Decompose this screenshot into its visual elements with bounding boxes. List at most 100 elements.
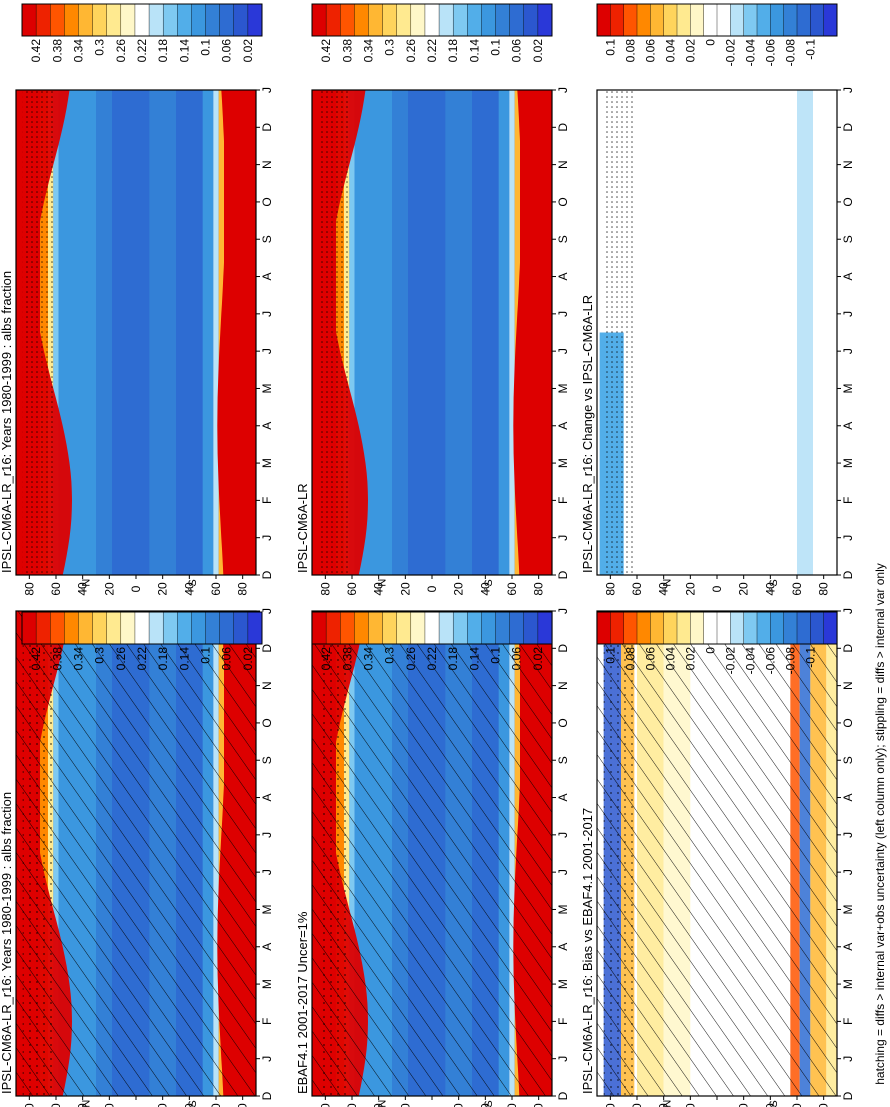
colorbar-swatch bbox=[636, 611, 651, 645]
colorbar-swatch bbox=[690, 611, 705, 645]
colorbar-tick-label: 0.18 bbox=[446, 39, 460, 63]
colorbar-swatch bbox=[64, 3, 79, 37]
colorbar-swatch bbox=[495, 3, 511, 37]
month-tick-label: D bbox=[556, 570, 570, 579]
hemisphere-label: °S bbox=[768, 1100, 780, 1107]
colorbar-swatch bbox=[325, 611, 341, 645]
colorbar-tick-label: 0.08 bbox=[623, 647, 637, 671]
colorbar-tick-label: 0 bbox=[703, 39, 717, 46]
colorbar-swatch bbox=[537, 3, 553, 37]
colorbar-tick-label: 0.1 bbox=[489, 39, 503, 56]
lat-tick-label: 80 bbox=[817, 582, 831, 596]
colorbar-swatch bbox=[106, 3, 122, 37]
colorbar-swatch bbox=[162, 3, 178, 37]
lat-tick-label: 40 bbox=[76, 1103, 90, 1107]
colorbar-swatch bbox=[823, 611, 838, 645]
colorbar-tick-label: 0.06 bbox=[643, 39, 657, 63]
month-tick-label: N bbox=[841, 681, 855, 690]
colorbar-swatch bbox=[770, 3, 785, 37]
month-tick-label: D bbox=[556, 1091, 570, 1100]
month-tick-label: M bbox=[260, 458, 274, 468]
stippling-overlay bbox=[603, 90, 635, 575]
colorbar-tick-label: -0.02 bbox=[723, 647, 737, 675]
colorbar-swatch bbox=[716, 611, 731, 645]
stippling-overlay bbox=[603, 611, 635, 1096]
lat-tick-label: 0 bbox=[129, 585, 143, 592]
colorbar-tick-label: 0.02 bbox=[531, 39, 545, 63]
colorbar-swatch bbox=[690, 3, 705, 37]
colorbar-swatch bbox=[78, 3, 94, 37]
heatmap-panel-right-bottom: IPSL-CM6A-LR_r16: Change vs IPSL-CM6A-LR… bbox=[580, 87, 855, 596]
colorbar-swatch bbox=[523, 3, 539, 37]
lat-tick-label: 20 bbox=[102, 582, 116, 596]
month-tick-label: N bbox=[260, 681, 274, 690]
colorbar-swatch bbox=[354, 611, 369, 645]
colorbar-tick-label: 0.14 bbox=[177, 39, 191, 63]
colorbar-tick-label: 0.18 bbox=[446, 647, 460, 671]
colorbar-swatch bbox=[382, 611, 398, 645]
lat-tick-label: 80 bbox=[817, 1103, 831, 1107]
month-tick-label: A bbox=[841, 943, 855, 951]
lat-tick-label: 20 bbox=[737, 1103, 751, 1107]
month-tick-label: M bbox=[556, 979, 570, 989]
colorbar-left-top: 0.42 0.38 0.34 0.3 0.26 0.22 0.18 0.14 0.1 0.06 0.… bbox=[21, 611, 263, 671]
colorbar-tick-label: 0.42 bbox=[29, 39, 43, 63]
month-tick-label: J bbox=[260, 87, 274, 93]
colorbar-swatch bbox=[610, 611, 625, 645]
month-tick-label: O bbox=[841, 718, 855, 727]
colorbar-swatch bbox=[438, 3, 454, 37]
colorbar-tick-label: 0.34 bbox=[361, 39, 375, 63]
month-tick-label: J bbox=[841, 535, 855, 541]
month-tick-label: M bbox=[841, 383, 855, 393]
colorbar-swatch bbox=[756, 3, 771, 37]
colorbar-swatch bbox=[452, 611, 468, 645]
colorbar-swatch bbox=[623, 3, 638, 37]
lat-tick-label: 40 bbox=[657, 582, 671, 596]
lat-tick-label: 20 bbox=[398, 582, 412, 596]
panel-title: EBAF4.1 2001-2017 Uncer=1% bbox=[295, 911, 310, 1094]
colorbar-swatch bbox=[481, 611, 497, 645]
colorbar-tick-label: 0.38 bbox=[50, 647, 64, 671]
colorbar-swatch bbox=[410, 611, 426, 645]
colorbar-swatch bbox=[730, 611, 745, 645]
colorbar-tick-label: 0.3 bbox=[383, 647, 397, 664]
month-tick-label: F bbox=[260, 1018, 274, 1025]
colorbar-swatch bbox=[636, 3, 651, 37]
month-tick-label: J bbox=[260, 832, 274, 838]
colorbar-swatch bbox=[177, 3, 192, 37]
month-tick-label: J bbox=[556, 311, 570, 317]
panel-title: IPSL-CM6A-LR_r16: Change vs IPSL-CM6A-LR bbox=[580, 295, 595, 573]
colorbar-swatch bbox=[134, 3, 150, 37]
colorbar-swatch bbox=[396, 611, 412, 645]
colorbar-tick-label: -0.04 bbox=[743, 39, 757, 67]
panel-title: IPSL-CM6A-LR_r16: Bias vs EBAF4.1 2001-2… bbox=[580, 808, 595, 1094]
colorbar-swatch bbox=[368, 611, 384, 645]
hemisphere-label: °S bbox=[483, 1100, 495, 1107]
lat-tick-label: 40 bbox=[372, 1103, 386, 1107]
month-tick-label: J bbox=[841, 608, 855, 614]
month-tick-label: M bbox=[260, 979, 274, 989]
colorbar-swatch bbox=[219, 611, 235, 645]
colorbar-swatch bbox=[810, 3, 825, 37]
month-tick-label: D bbox=[841, 570, 855, 579]
lat-tick-label: 60 bbox=[345, 582, 359, 596]
colorbar-swatch bbox=[424, 611, 440, 645]
month-tick-label: A bbox=[556, 422, 570, 430]
colorbar-swatch bbox=[537, 611, 553, 645]
colorbar-swatch bbox=[92, 3, 108, 37]
month-tick-label: J bbox=[841, 348, 855, 354]
lat-tick-label: 80 bbox=[603, 582, 617, 596]
lat-tick-label: 40 bbox=[182, 1103, 196, 1107]
colorbar-tick-label: 0.34 bbox=[71, 647, 85, 671]
colorbar-swatch bbox=[438, 611, 454, 645]
colorbar-swatch bbox=[796, 611, 811, 645]
colorbar-tick-label: 0.22 bbox=[425, 39, 439, 63]
heatmap-panel-left-middle: EBAF4.1 2001-2017 Uncer=1%80604020020406… bbox=[295, 608, 570, 1107]
figure-footer: hatching = diffs > internal var+obs unce… bbox=[873, 563, 887, 1085]
colorbar-tick-label: 0.1 bbox=[603, 647, 617, 664]
heatmap-panel-right-top: IPSL-CM6A-LR_r16: Years 1980-1999 : albs… bbox=[0, 87, 274, 596]
month-tick-label: A bbox=[556, 943, 570, 951]
colorbar-swatch bbox=[650, 611, 665, 645]
colorbar-swatch bbox=[134, 611, 150, 645]
month-tick-label: J bbox=[556, 608, 570, 614]
